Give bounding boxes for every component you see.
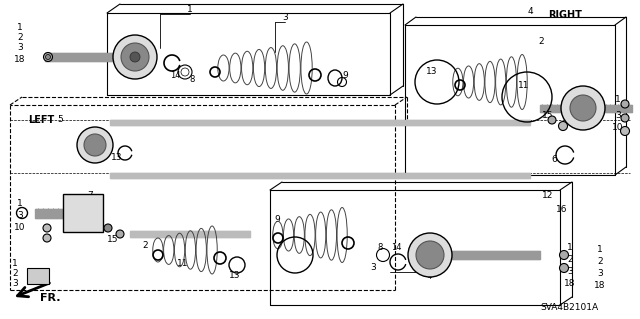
Text: 1: 1 <box>615 95 621 105</box>
Text: 6: 6 <box>551 155 557 165</box>
Text: FR.: FR. <box>40 293 60 303</box>
Text: 14: 14 <box>170 70 180 79</box>
Text: 3: 3 <box>615 110 621 120</box>
Text: 3: 3 <box>567 268 573 277</box>
Text: 2: 2 <box>538 38 544 47</box>
Text: 18: 18 <box>14 56 26 64</box>
Text: 10: 10 <box>14 222 26 232</box>
Text: 2: 2 <box>17 33 23 42</box>
Text: 3: 3 <box>12 278 18 287</box>
Text: 17: 17 <box>81 133 93 143</box>
Text: 11: 11 <box>518 81 530 91</box>
Text: 1: 1 <box>17 198 23 207</box>
Ellipse shape <box>621 100 629 108</box>
Ellipse shape <box>45 55 51 60</box>
Text: 18: 18 <box>564 279 576 288</box>
Bar <box>27 268 49 284</box>
Text: 1: 1 <box>187 5 193 14</box>
Text: 2: 2 <box>567 256 573 264</box>
Text: 13: 13 <box>426 68 438 77</box>
Text: 1: 1 <box>17 24 23 33</box>
Ellipse shape <box>84 134 106 156</box>
Text: 16: 16 <box>556 205 568 214</box>
Text: 8: 8 <box>189 76 195 85</box>
Text: 8: 8 <box>378 242 383 251</box>
Ellipse shape <box>570 95 596 121</box>
Ellipse shape <box>43 224 51 232</box>
Text: 13: 13 <box>229 271 241 279</box>
Text: 10: 10 <box>612 123 624 132</box>
Ellipse shape <box>44 53 52 62</box>
Text: 2: 2 <box>142 241 148 249</box>
Ellipse shape <box>561 86 605 130</box>
Text: 14: 14 <box>391 242 401 251</box>
Ellipse shape <box>77 127 113 163</box>
Text: RIGHT: RIGHT <box>548 10 582 20</box>
Ellipse shape <box>621 114 629 122</box>
Ellipse shape <box>559 122 568 130</box>
Text: 7: 7 <box>87 190 93 199</box>
Text: LEFT: LEFT <box>28 115 54 125</box>
Text: 9: 9 <box>274 216 280 225</box>
Text: 1: 1 <box>427 271 433 279</box>
Text: 1: 1 <box>567 243 573 253</box>
Text: 2: 2 <box>597 257 603 266</box>
Text: 13: 13 <box>111 153 123 162</box>
Ellipse shape <box>130 52 140 62</box>
Ellipse shape <box>116 230 124 238</box>
Text: 9: 9 <box>342 71 348 80</box>
Text: 18: 18 <box>595 281 605 291</box>
Text: 3: 3 <box>282 13 288 23</box>
Ellipse shape <box>113 35 157 79</box>
Ellipse shape <box>559 250 568 259</box>
Ellipse shape <box>559 263 568 272</box>
Text: 2: 2 <box>12 269 18 278</box>
Text: 1: 1 <box>597 246 603 255</box>
Ellipse shape <box>43 234 51 242</box>
Text: 15: 15 <box>108 235 119 244</box>
Ellipse shape <box>621 127 630 136</box>
Text: 15: 15 <box>542 110 554 120</box>
Bar <box>63 194 103 232</box>
Text: SVA4B2101A: SVA4B2101A <box>540 303 598 313</box>
Ellipse shape <box>121 43 149 71</box>
Text: 5: 5 <box>57 115 63 124</box>
Text: 12: 12 <box>542 190 554 199</box>
Text: 11: 11 <box>177 258 189 268</box>
Ellipse shape <box>548 116 556 124</box>
Text: 3: 3 <box>370 263 376 272</box>
Ellipse shape <box>408 233 452 277</box>
Text: 3: 3 <box>17 211 23 219</box>
Text: 3: 3 <box>597 270 603 278</box>
Text: 1: 1 <box>12 258 18 268</box>
Text: 4: 4 <box>527 8 533 17</box>
Ellipse shape <box>416 241 444 269</box>
Ellipse shape <box>104 224 112 232</box>
Text: 3: 3 <box>17 43 23 53</box>
